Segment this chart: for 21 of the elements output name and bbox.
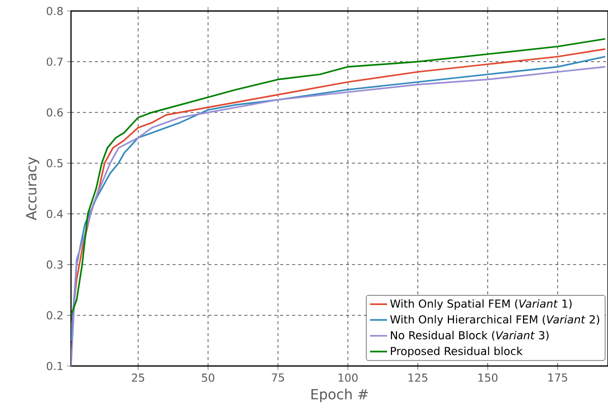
legend-label: Proposed Residual block <box>390 346 523 358</box>
x-tick-label: 175 <box>548 374 568 382</box>
x-tick-label: 75 <box>272 374 284 382</box>
legend-label: With Only Hierarchical FEM (Variant 2) <box>390 315 600 326</box>
y-tick-label: 0.1 <box>46 362 62 370</box>
x-tick-label: 100 <box>338 374 358 382</box>
y-tick-label: 0.6 <box>46 108 63 117</box>
y-tick-label: 0.2 <box>46 311 62 320</box>
y-tick-label: 0.3 <box>46 260 63 269</box>
y-tick-label: 0.8 <box>46 6 63 16</box>
legend-label: With Only Spatial FEM (Variant 1) <box>390 299 572 310</box>
x-tick-label: 25 <box>132 374 144 382</box>
x-tick-label: 150 <box>478 374 498 382</box>
y-tick-label: 0.7 <box>46 58 63 66</box>
y-tick-label: 0.4 <box>46 210 63 218</box>
x-axis-title: Epoch # <box>311 388 368 402</box>
y-axis-title: Accuracy <box>26 157 40 220</box>
legend-label: No Residual Block (Variant 3) <box>390 330 549 341</box>
x-tick-label: 50 <box>202 374 214 382</box>
x-tick-label: 125 <box>408 374 428 382</box>
y-tick-label: 0.5 <box>46 159 63 168</box>
